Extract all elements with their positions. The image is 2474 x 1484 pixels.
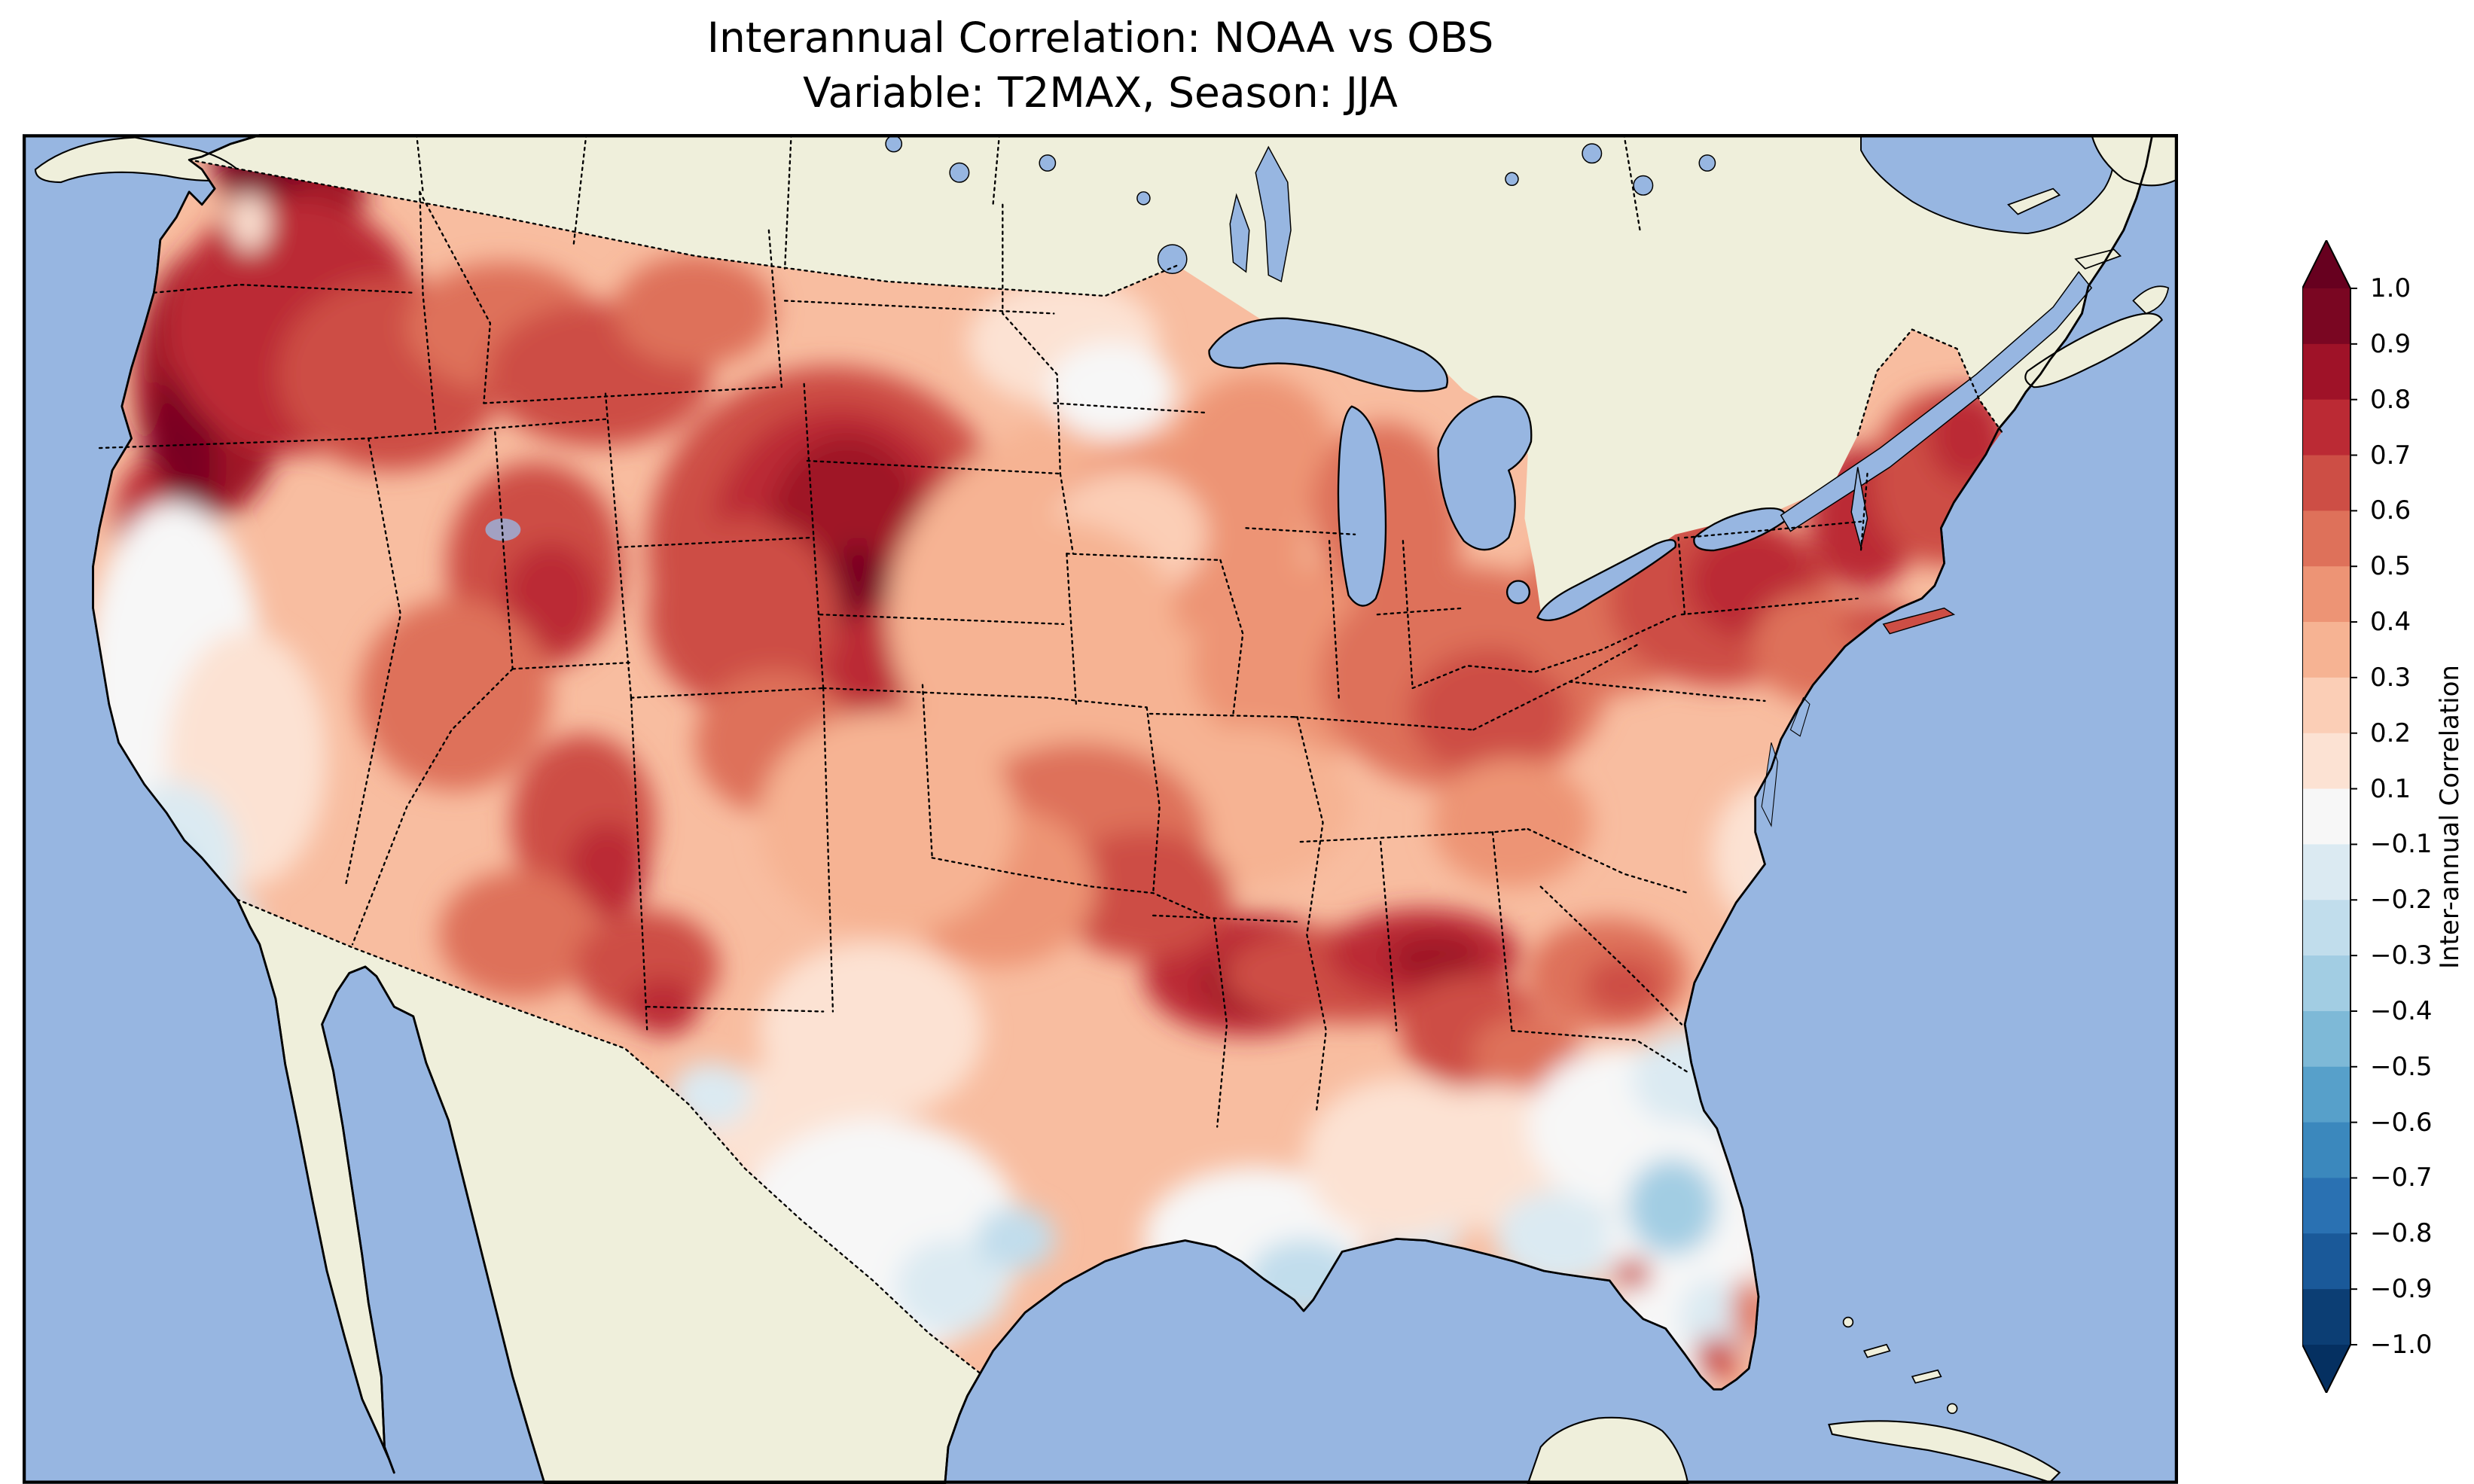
lake-of-the-woods	[1157, 244, 1188, 274]
axes-frame	[23, 134, 2178, 1484]
maine-canada-border	[1856, 328, 2003, 437]
bahamas-islet	[1946, 1403, 1958, 1415]
colorbar-tick-label: −0.9	[2370, 1274, 2433, 1305]
nova-scotia	[2024, 312, 2164, 389]
lake-huron	[1437, 395, 1533, 551]
colorbar-tick-label: −0.4	[2370, 995, 2433, 1026]
gulf-of-st-lawrence	[1860, 134, 2114, 235]
lake-superior	[1208, 317, 1448, 392]
colorbar-tick-label: 0.9	[2370, 328, 2411, 359]
colorbar-tick-label: −0.5	[2370, 1051, 2433, 1082]
colorbar-tick-label: 0.5	[2370, 551, 2411, 582]
figure-title: Interannual Correlation: NOAA vs OBS Var…	[23, 11, 2178, 120]
state-borders	[98, 134, 1868, 1128]
colorbar-tick-labels: 1.0 0.9 0.8 0.7 0.6 0.5 0.4 0.3 0.2 0.1 −0.1 −0.2 −0…	[2370, 0, 2460, 1484]
colorbar-tick-label: −0.7	[2370, 1163, 2433, 1193]
colorbar-tick-label: 0.1	[2370, 773, 2411, 804]
colorbar-tick-label: −0.1	[2370, 829, 2433, 860]
bahamas-islands	[1863, 1343, 1942, 1384]
bahamas-islet	[1842, 1316, 1854, 1328]
colorbar-tick-label: −0.6	[2370, 1107, 2433, 1138]
lake-st-clair	[1505, 580, 1531, 605]
colorbar-tick-label: −0.3	[2370, 940, 2433, 971]
lake-winnipeg	[1255, 145, 1292, 282]
lake-erie	[1536, 539, 1677, 622]
country-borders	[188, 159, 2003, 1375]
anticosti-island	[2007, 187, 2061, 215]
cape-breton-island	[2132, 285, 2170, 315]
coastline	[92, 134, 2154, 1484]
colorbar-tick-label: 1.0	[2370, 273, 2411, 303]
colorbar	[2302, 240, 2357, 1393]
canadian-lakes	[885, 135, 2093, 548]
lake-ontario	[1693, 507, 1786, 552]
us-correlation-map	[23, 134, 2178, 1484]
title-line-1: Interannual Correlation: NOAA vs OBS	[706, 14, 1494, 62]
colorbar-tick-label: 0.3	[2370, 662, 2411, 693]
cuba	[1828, 1420, 2061, 1483]
colorbar-tick-label: 0.7	[2370, 440, 2411, 471]
us-canada-border	[188, 159, 1179, 297]
title-line-2: Variable: T2MAX, Season: JJA	[803, 68, 1398, 117]
lake-michigan	[1337, 405, 1387, 607]
colorbar-tick-label: −0.8	[2370, 1218, 2433, 1249]
colorbar-tick-label: 0.2	[2370, 718, 2411, 748]
lake-manitoba	[1229, 193, 1250, 273]
great-lakes	[1208, 317, 1786, 622]
colorbar-tick-label: −0.2	[2370, 885, 2433, 916]
great-salt-lake	[485, 518, 521, 541]
colorbar-tick-label: 0.6	[2370, 495, 2411, 526]
colorbar-tick-label: 0.8	[2370, 384, 2411, 415]
newfoundland	[2091, 134, 2178, 187]
colorbar-tick-label: −1.0	[2370, 1330, 2433, 1360]
us-mexico-border	[236, 898, 981, 1375]
delaware-bay	[1789, 696, 1811, 737]
colorbar-axis-label: Inter-annual Correlation	[2435, 665, 2465, 969]
yucatan-peninsula	[1527, 1416, 1689, 1484]
colorbar-tick-label: 0.4	[2370, 607, 2411, 638]
long-island	[1882, 607, 1956, 635]
